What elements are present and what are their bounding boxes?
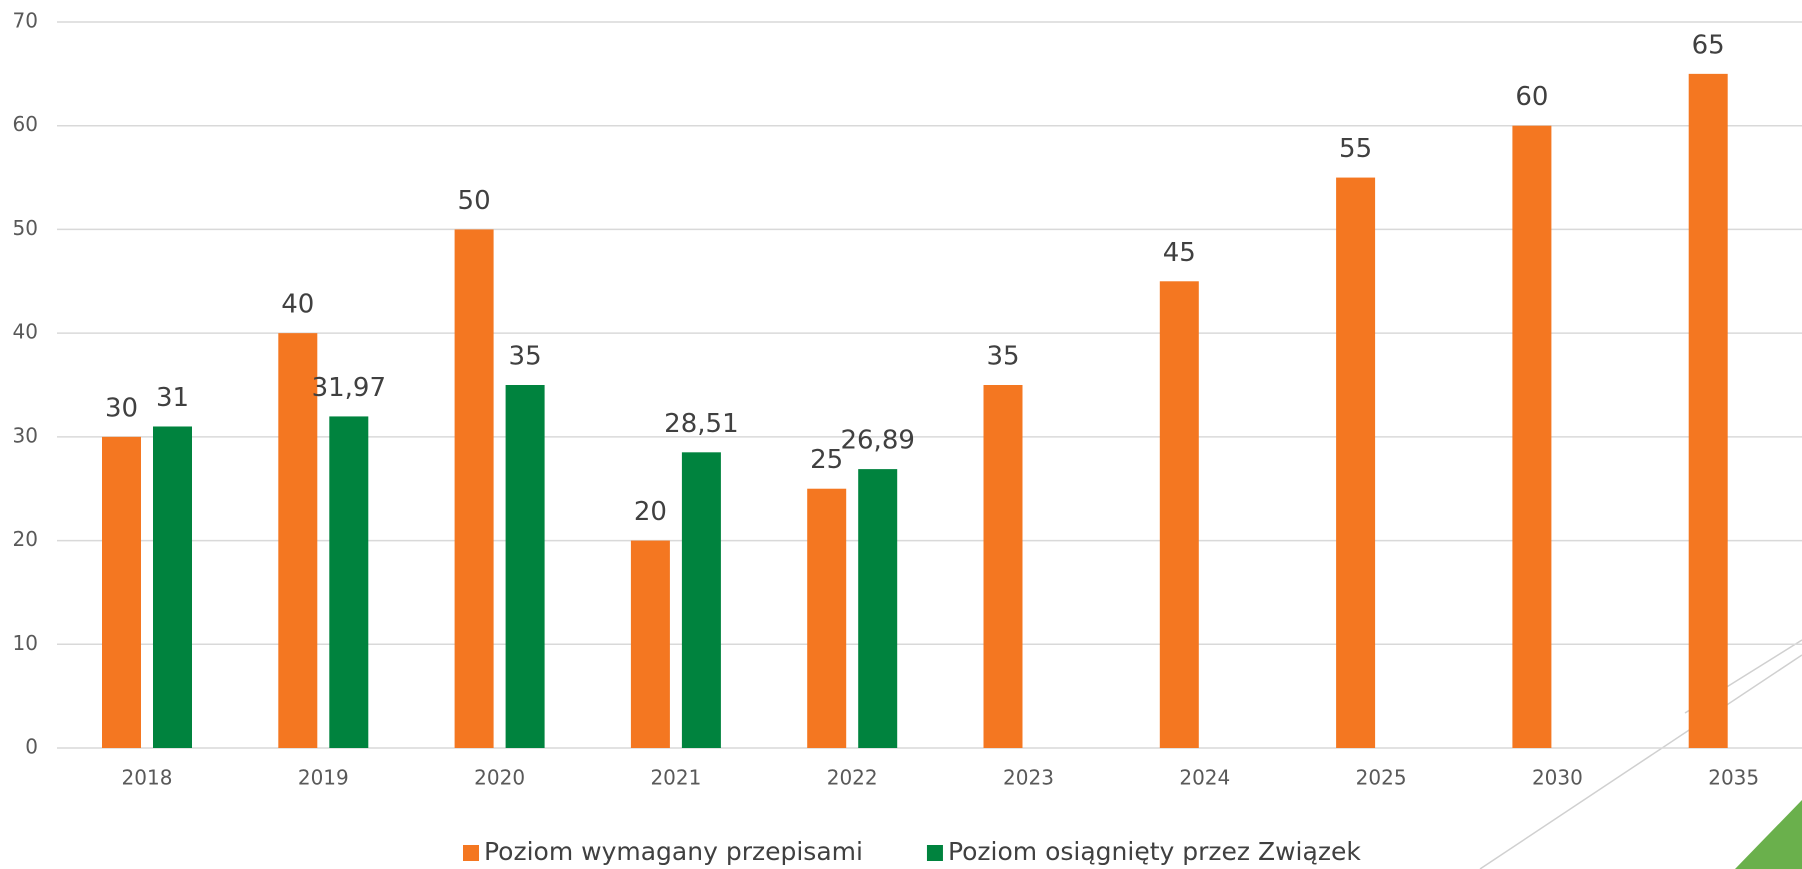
x-tick-label: 2020 bbox=[474, 766, 525, 790]
legend-label: Poziom osiągnięty przez Związek bbox=[948, 837, 1361, 866]
bar bbox=[807, 488, 847, 748]
x-tick-label: 2024 bbox=[1179, 766, 1230, 790]
data-label: 30 bbox=[105, 393, 138, 423]
y-tick-label: 50 bbox=[13, 216, 38, 240]
y-tick-label: 20 bbox=[13, 527, 38, 551]
x-tick-label: 2030 bbox=[1532, 766, 1583, 790]
decor-line bbox=[1479, 654, 1802, 869]
bar bbox=[1688, 73, 1728, 749]
bar bbox=[102, 436, 141, 748]
bar bbox=[858, 469, 898, 748]
bar bbox=[630, 540, 670, 748]
bar bbox=[1159, 281, 1199, 748]
y-tick-label: 40 bbox=[13, 320, 38, 344]
bar bbox=[278, 333, 318, 748]
data-label: 35 bbox=[986, 342, 1019, 372]
data-label: 28,51 bbox=[664, 409, 738, 439]
x-tick-label: 2035 bbox=[1708, 766, 1759, 790]
bar bbox=[454, 229, 494, 748]
data-label: 31 bbox=[156, 383, 189, 413]
data-label: 25 bbox=[810, 445, 843, 475]
y-tick-label: 10 bbox=[13, 631, 38, 655]
legend-swatch bbox=[926, 845, 943, 861]
data-label: 55 bbox=[1339, 134, 1372, 164]
legend-swatch bbox=[463, 845, 479, 861]
legend-label: Poziom wymagany przepisami bbox=[484, 837, 863, 866]
data-label: 65 bbox=[1692, 30, 1725, 60]
bar bbox=[505, 385, 545, 748]
data-label: 50 bbox=[458, 186, 491, 216]
bar bbox=[983, 385, 1023, 748]
y-tick-label: 70 bbox=[13, 9, 38, 33]
data-label: 45 bbox=[1163, 238, 1196, 268]
data-label: 26,89 bbox=[840, 426, 914, 456]
data-label: 20 bbox=[634, 497, 667, 527]
x-tick-label: 2018 bbox=[122, 766, 173, 790]
data-label: 31,97 bbox=[312, 373, 386, 403]
x-tick-label: 2022 bbox=[827, 766, 878, 790]
bar bbox=[681, 452, 721, 748]
bar bbox=[1336, 177, 1376, 749]
x-tick-label: 2023 bbox=[1003, 766, 1054, 790]
data-label: 60 bbox=[1515, 82, 1548, 112]
bar bbox=[329, 416, 369, 748]
y-tick-label: 0 bbox=[25, 735, 38, 759]
x-tick-label: 2019 bbox=[298, 766, 349, 790]
data-label: 40 bbox=[281, 290, 314, 320]
bar bbox=[1512, 125, 1552, 748]
x-tick-label: 2025 bbox=[1356, 766, 1407, 790]
decor-triangle bbox=[1735, 800, 1802, 869]
x-tick-label: 2021 bbox=[650, 766, 701, 790]
y-tick-label: 30 bbox=[13, 423, 38, 447]
bar bbox=[153, 426, 192, 748]
data-label: 35 bbox=[509, 342, 542, 372]
y-tick-label: 60 bbox=[13, 112, 38, 136]
